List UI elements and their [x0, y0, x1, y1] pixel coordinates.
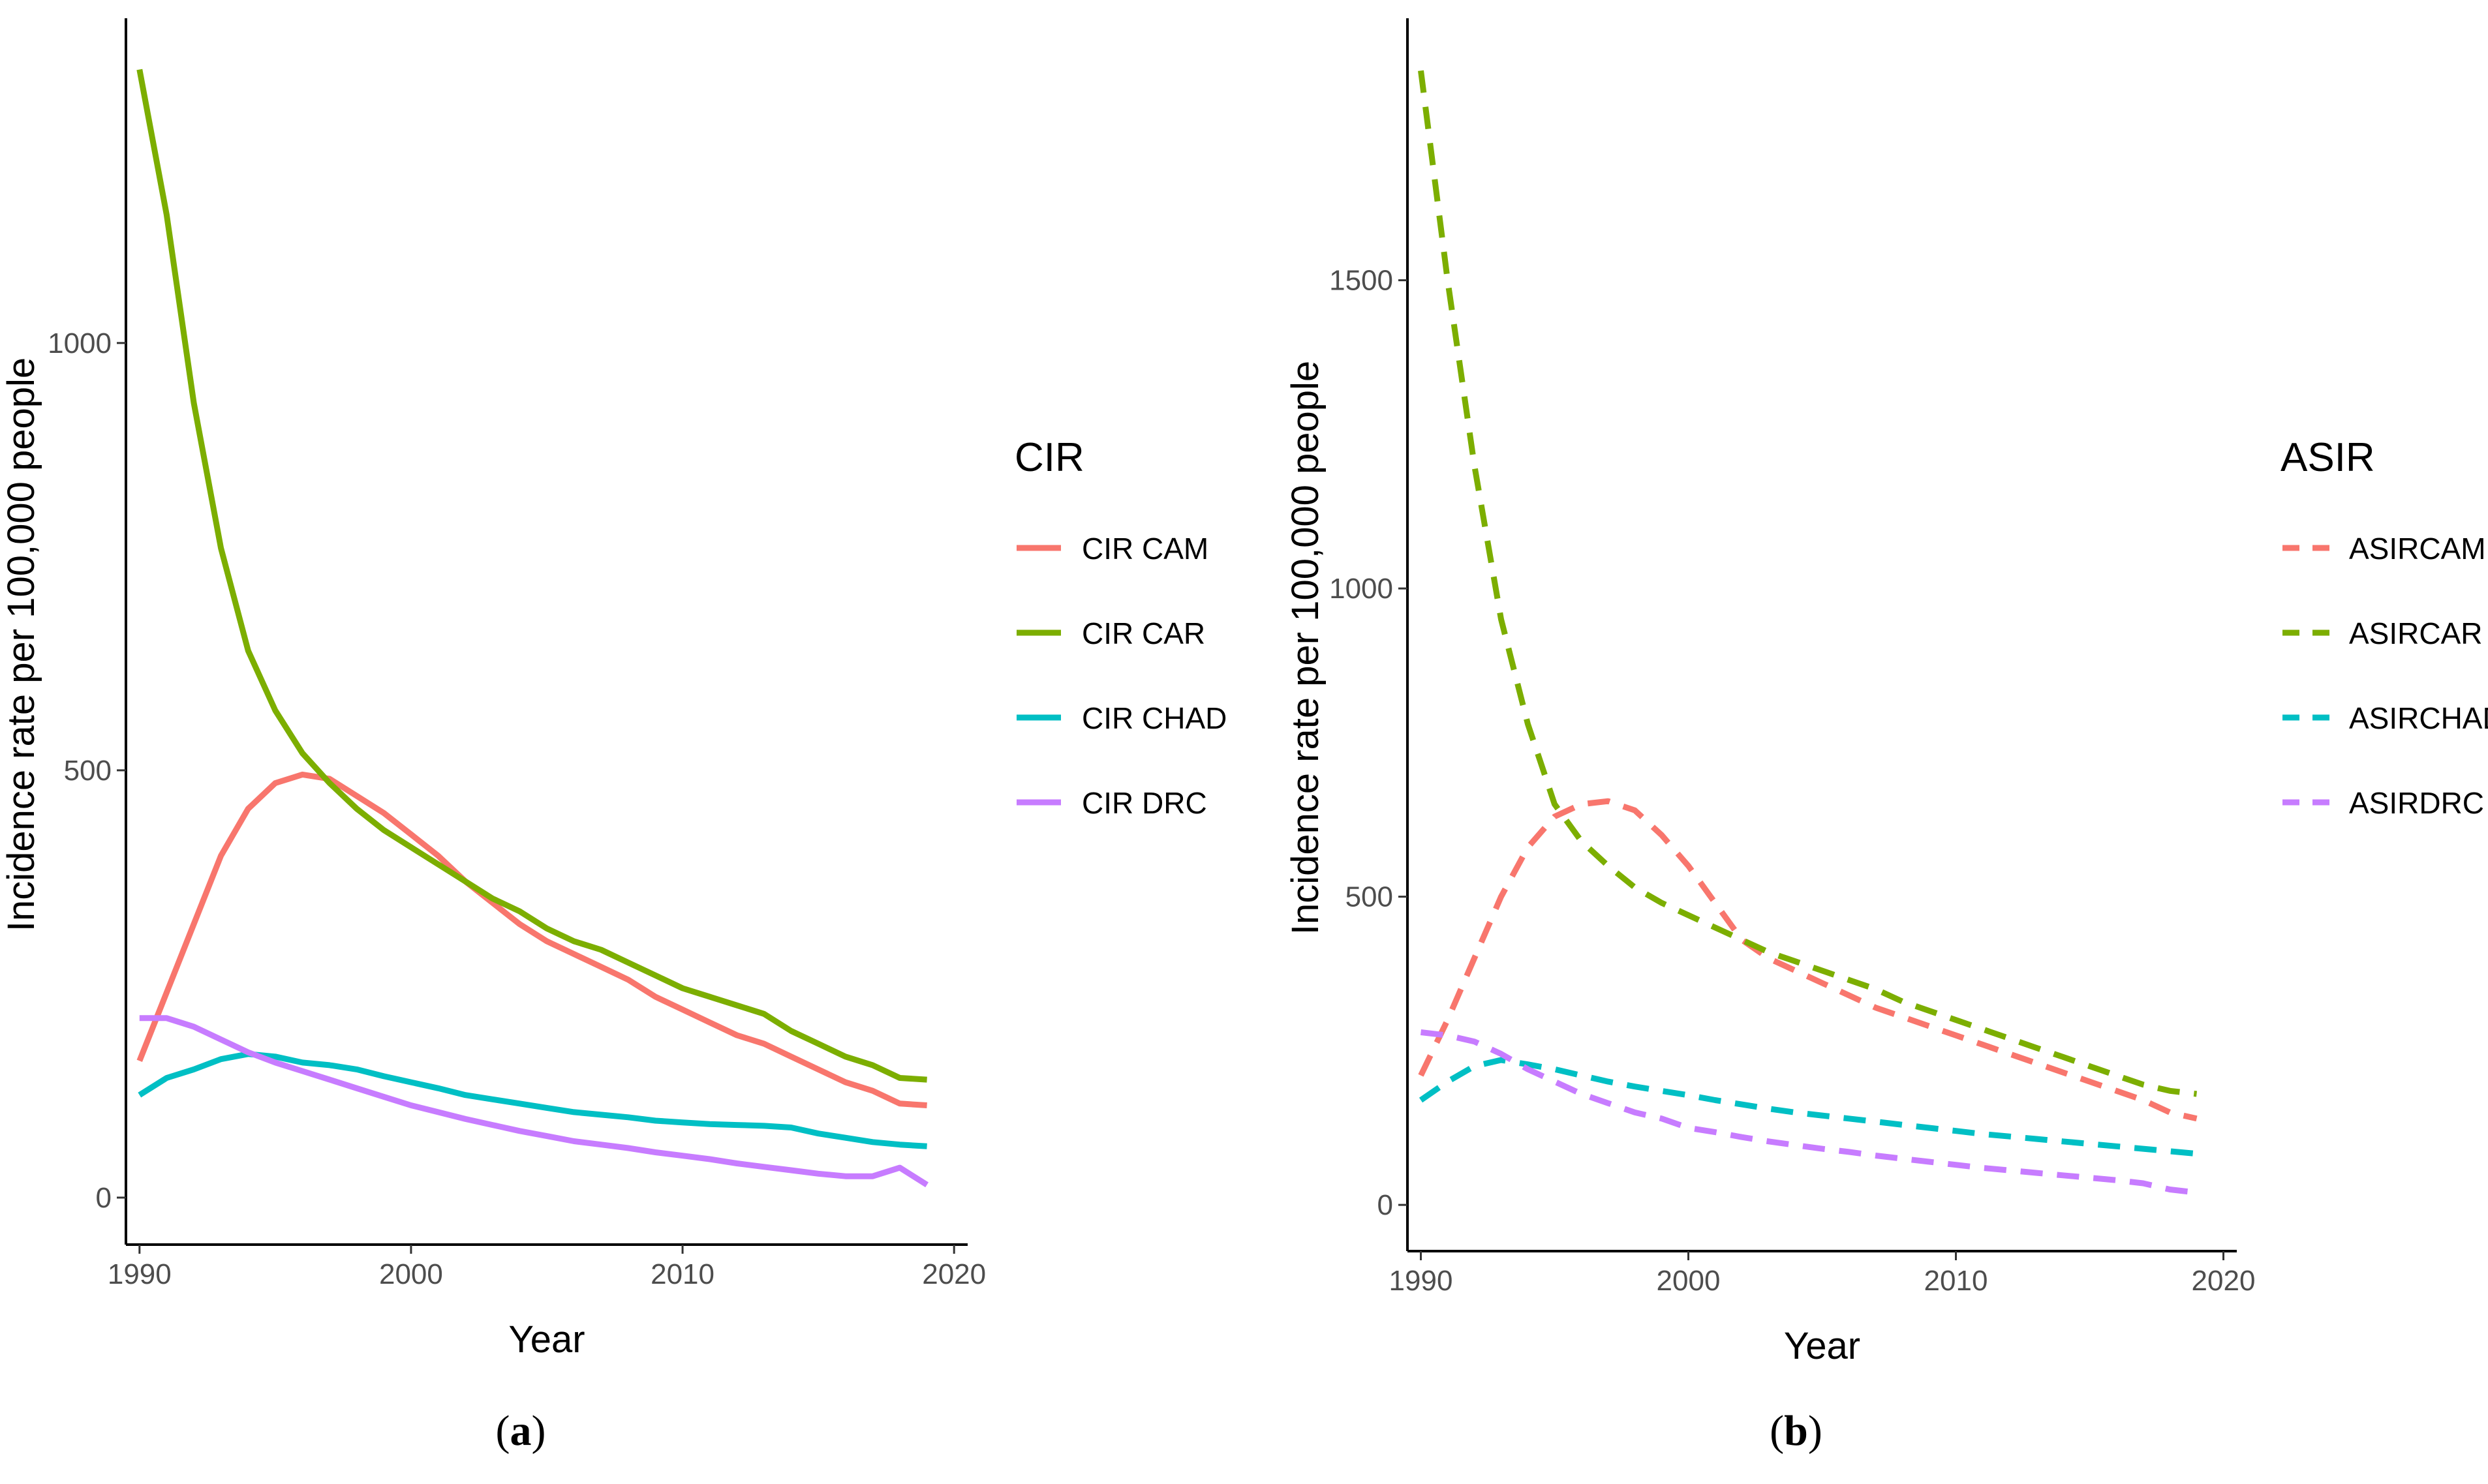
legend-label: CIR CAR: [1082, 616, 1205, 650]
y-tick-label: 1000: [48, 327, 112, 359]
legend-label: CIR CAM: [1082, 532, 1208, 566]
y-axis-title: Incidence rate per 100,000 people: [0, 357, 42, 931]
panel-label: (b): [1770, 1407, 1822, 1455]
y-tick-label: 500: [1345, 881, 1393, 913]
series-line-asircar: [1418, 70, 2198, 1097]
series-line-asirchad: [1419, 1057, 2197, 1157]
x-axis-title: Year: [1784, 1325, 1860, 1367]
legend-label: ASIRCHAD: [2349, 701, 2488, 735]
panel-label: (a): [496, 1407, 546, 1455]
legend-label: CIR DRC: [1082, 786, 1207, 820]
x-tick-label: 2000: [379, 1258, 443, 1290]
y-tick-label: 0: [1377, 1189, 1393, 1221]
x-tick-label: 2020: [922, 1258, 986, 1290]
y-tick-label: 0: [96, 1182, 112, 1214]
x-tick-label: 2020: [2192, 1265, 2256, 1297]
legend-label: ASIRDRC: [2349, 786, 2484, 820]
y-tick-label: 1000: [1329, 573, 1393, 605]
y-axis-title: Incidence rate per 100,000 people: [1284, 361, 1327, 935]
series-line-asirdrc: [1420, 1029, 2198, 1196]
panel-a: 1990 2000 2010 2020 0 500 1000 Year Incidence ra…: [0, 18, 1227, 1455]
series-line-cir-cam: [136, 771, 927, 1108]
series-line-cir-car: [136, 68, 927, 1083]
legend-label: ASIRCAM: [2349, 532, 2486, 566]
x-tick-label: 2000: [1657, 1265, 1721, 1297]
x-tick-label: 2010: [1924, 1265, 1988, 1297]
series-line-asircam: [1418, 798, 2198, 1122]
x-tick-label: 1990: [1389, 1265, 1453, 1297]
panel-b: 1990 2000 2010 2020 0 500 1000 1500 Year Incidenc…: [1284, 18, 2488, 1455]
series-line-cir-chad: [138, 1051, 927, 1149]
x-tick-label: 1990: [108, 1258, 172, 1290]
y-tick-label: 1500: [1329, 265, 1393, 297]
x-axis-title: Year: [508, 1318, 585, 1361]
x-tick-label: 2010: [651, 1258, 714, 1290]
legend-label: CIR CHAD: [1082, 701, 1227, 735]
series-line-cir-drc: [139, 1015, 929, 1188]
legend-title: CIR: [1015, 435, 1084, 480]
y-tick-label: 500: [64, 755, 112, 787]
legend-label: ASIRCAR: [2349, 616, 2482, 650]
legend-title: ASIR: [2281, 435, 2375, 480]
